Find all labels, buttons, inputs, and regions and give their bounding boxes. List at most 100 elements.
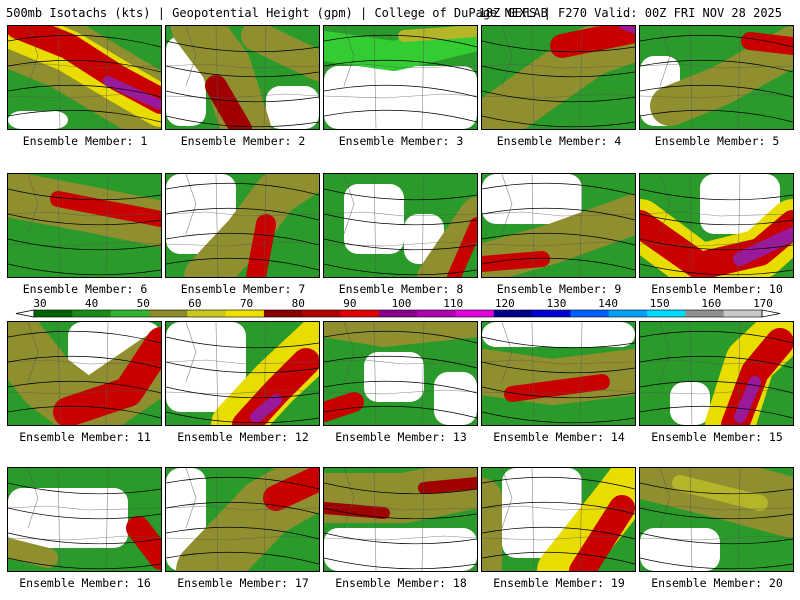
border-line <box>689 468 693 571</box>
border-line <box>324 505 477 511</box>
colorbar-swatch <box>302 310 342 317</box>
height-contour <box>324 380 477 394</box>
border-line <box>737 468 741 571</box>
height-contour <box>324 355 477 369</box>
border-line <box>8 505 161 511</box>
colorbar-right-arrow <box>761 309 781 318</box>
height-contour <box>324 532 477 545</box>
ensemble-map-9 <box>481 173 636 278</box>
border-line <box>501 26 513 87</box>
member-label: Ensemble Member: 15 <box>651 430 783 444</box>
border-line <box>166 359 319 365</box>
colorbar-swatch <box>608 310 648 317</box>
border-line <box>640 63 793 69</box>
border-line <box>57 468 61 571</box>
member-label: Ensemble Member: 11 <box>19 430 151 444</box>
height-contour <box>324 238 477 251</box>
height-contour <box>166 90 319 103</box>
run-valid-time: 18Z GEFS | F270 Valid: 00Z FRI NOV 28 20… <box>478 6 782 20</box>
height-contour <box>166 526 319 540</box>
colorbar-outline <box>33 309 763 318</box>
border-line <box>57 26 61 129</box>
height-contour <box>640 557 793 570</box>
jet-streak <box>733 227 793 266</box>
ensemble-map-17 <box>165 467 320 572</box>
ensemble-map-11 <box>7 321 162 426</box>
jet-streak <box>447 217 477 277</box>
height-contour <box>324 263 477 276</box>
border-line <box>166 505 319 511</box>
jet-streak <box>8 538 58 568</box>
isotach-map <box>8 174 161 277</box>
height-contour <box>8 507 161 520</box>
height-contour <box>166 386 319 399</box>
colorbar-tick-label: 140 <box>598 297 618 310</box>
border-line <box>27 468 39 529</box>
ensemble-map-1 <box>7 25 162 130</box>
colorbar-swatch <box>110 310 150 317</box>
member-label: Ensemble Member: 13 <box>335 430 467 444</box>
member-label: Ensemble Member: 7 <box>180 282 306 296</box>
height-contour <box>8 557 161 570</box>
height-contour <box>8 84 161 98</box>
height-contour <box>8 405 161 419</box>
height-contour <box>8 213 161 226</box>
height-contour <box>482 361 635 374</box>
colorbar-tick-label: 170 <box>753 297 773 310</box>
height-contour <box>324 557 477 570</box>
ensemble-map-13 <box>323 321 478 426</box>
isotach-map <box>640 26 793 129</box>
low-wind-region <box>434 372 477 425</box>
member-label: Ensemble Member: 1 <box>22 134 148 148</box>
border-line <box>482 63 635 69</box>
ensemble-map-7 <box>165 173 320 278</box>
border-line <box>343 468 355 529</box>
height-contour <box>482 207 635 221</box>
border-line <box>737 174 741 277</box>
border-line <box>166 63 319 69</box>
isotach-map <box>324 174 477 277</box>
isotach-map <box>8 468 161 571</box>
height-contour <box>8 330 161 344</box>
colorbar-tick-label: 40 <box>85 297 99 310</box>
height-contour <box>324 59 477 73</box>
height-contour <box>8 188 161 201</box>
border-line <box>185 174 197 235</box>
jet-streak <box>418 477 477 494</box>
colorbar-swatch <box>378 310 418 317</box>
border-line <box>482 211 635 217</box>
border-line <box>421 468 425 571</box>
member-label: Ensemble Member: 12 <box>177 430 309 444</box>
low-wind-region <box>482 174 582 224</box>
member-label: Ensemble Member: 9 <box>496 282 622 296</box>
ensemble-map-5 <box>639 25 794 130</box>
height-contour <box>166 115 319 128</box>
jet-streak <box>619 26 635 34</box>
low-wind-region <box>8 488 128 548</box>
border-line <box>263 322 267 425</box>
border-line <box>531 322 535 425</box>
low-wind-region <box>266 86 319 129</box>
height-contour <box>640 84 793 98</box>
border-line <box>343 174 355 235</box>
border-line <box>640 389 793 395</box>
border-line <box>8 211 161 217</box>
height-contour <box>324 213 477 226</box>
low-wind-region <box>364 352 424 402</box>
height-contour <box>8 59 161 73</box>
ensemble-map-15 <box>639 321 794 426</box>
height-contour <box>482 40 635 53</box>
height-contour <box>482 90 635 103</box>
border-line <box>659 26 671 87</box>
jet-streak <box>504 374 610 402</box>
height-contour <box>640 355 793 369</box>
isotach-map <box>482 322 635 425</box>
border-line <box>166 241 319 247</box>
jet-streak <box>205 75 252 129</box>
border-line <box>482 359 635 365</box>
border-line <box>105 468 109 571</box>
low-wind-region <box>8 111 68 129</box>
jet-streak <box>126 516 161 570</box>
jet-streak <box>50 191 161 227</box>
colorbar-swatch <box>493 310 533 317</box>
